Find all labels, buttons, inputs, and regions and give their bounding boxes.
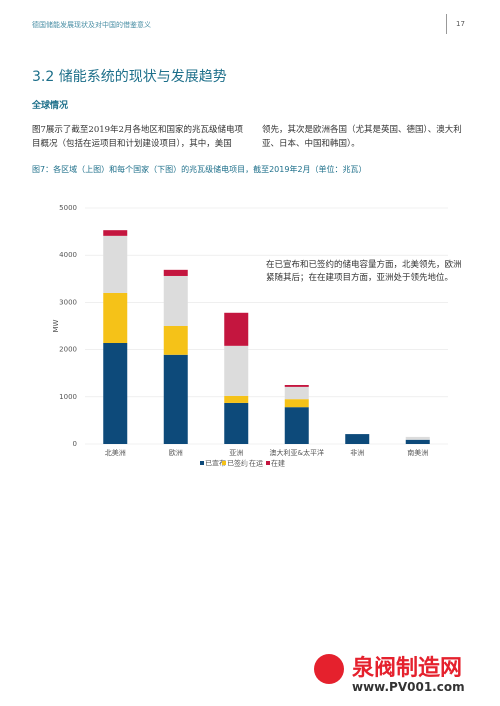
y-tick-label: 0 [73, 440, 77, 448]
x-tick-label: 南美洲 [407, 448, 428, 457]
watermark-name: 泉阀制造网 [352, 656, 463, 681]
bar-segment [284, 407, 309, 444]
bar-segment [405, 436, 430, 440]
watermark-logo [314, 654, 344, 684]
bar-segment [224, 395, 249, 403]
bar-segment [284, 385, 309, 387]
y-tick-label: 1000 [59, 393, 77, 401]
y-tick-label: 4000 [59, 251, 77, 259]
x-tick-label: 欧洲 [169, 448, 183, 457]
legend-swatch [266, 461, 270, 465]
bar-segment [224, 402, 249, 444]
section-subtitle: 全球情况 [32, 101, 69, 111]
legend-swatch [200, 461, 204, 465]
paragraph-right: 领先，其次是欧洲各国（尤其是英国、德国）、澳大利亚、日本、中国和韩国）。 [262, 125, 462, 149]
bar-segment [345, 434, 370, 444]
legend-swatch [244, 461, 248, 465]
bar-segment [103, 292, 128, 343]
paragraph-left: 图7展示了截至2019年2月各地区和国家的兆瓦级储电项目概况（包括在运项目和计划… [32, 125, 243, 149]
legend-label: 在建 [271, 459, 285, 468]
section-title: 3.2 储能系统的现状与发展趋势 [32, 69, 227, 85]
x-tick-label: 亚洲 [229, 449, 243, 457]
y-tick-label: 2000 [59, 346, 77, 354]
bar-segment [103, 342, 128, 444]
bar-segment [163, 354, 188, 444]
bar-segment [284, 399, 309, 408]
bar-segment [224, 345, 249, 396]
bar-segment [103, 230, 128, 236]
chart: MW 0 1000 2000 3000 4000 5000 北美洲 欧洲 亚洲 澳大利亚&太平洋 非洲… [52, 204, 448, 468]
x-tick-label: 非洲 [350, 448, 364, 457]
bar-segment [284, 386, 309, 400]
watermark-url: www.PV001.com [352, 680, 465, 694]
page-number: 17 [456, 20, 465, 28]
header-divider [446, 14, 447, 34]
x-tick-label: 澳大利亚&太平洋 [270, 448, 324, 457]
bar-segment [163, 269, 188, 276]
chart-annotation: 在已宣布和已签约的储电容量方面，北美领先，欧洲紧随其后；在在建项目方面，亚洲处于… [266, 260, 462, 283]
bar-segment [405, 439, 430, 444]
x-tick-label: 北美洲 [105, 448, 126, 457]
figure-caption: 图7：各区域（上图）和每个国家（下图）的兆瓦级储电项目，截至2019年2月（单位… [32, 165, 367, 174]
legend-label: 已签约 [227, 459, 248, 468]
y-tick-label: 3000 [59, 298, 77, 306]
bar-segment [163, 275, 188, 326]
y-tick-label: 5000 [59, 204, 77, 212]
bar-segment [224, 312, 249, 346]
legend-label: 在运 [249, 459, 263, 468]
legend-label: 已宣布 [205, 459, 226, 468]
bar-segment [103, 235, 128, 293]
y-axis-label: MW [52, 319, 60, 332]
legend-swatch [222, 461, 226, 465]
bar-segment [163, 326, 188, 355]
header-title: 德国储能发展现状及对中国的借鉴意义 [32, 21, 151, 29]
